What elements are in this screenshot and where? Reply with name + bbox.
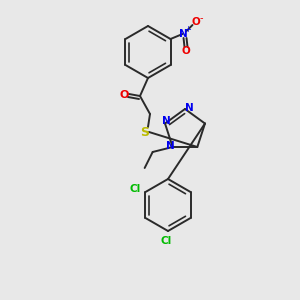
Text: Cl: Cl [130, 184, 141, 194]
Text: N: N [184, 103, 194, 113]
Text: N: N [179, 29, 188, 39]
Text: Cl: Cl [160, 236, 172, 246]
Text: O: O [181, 46, 190, 56]
Text: O: O [191, 17, 200, 27]
Text: N: N [166, 141, 175, 151]
Text: O: O [119, 90, 129, 100]
Text: S: S [140, 125, 149, 139]
Text: N: N [162, 116, 170, 125]
Text: +: + [184, 26, 191, 34]
Text: -: - [200, 13, 203, 23]
